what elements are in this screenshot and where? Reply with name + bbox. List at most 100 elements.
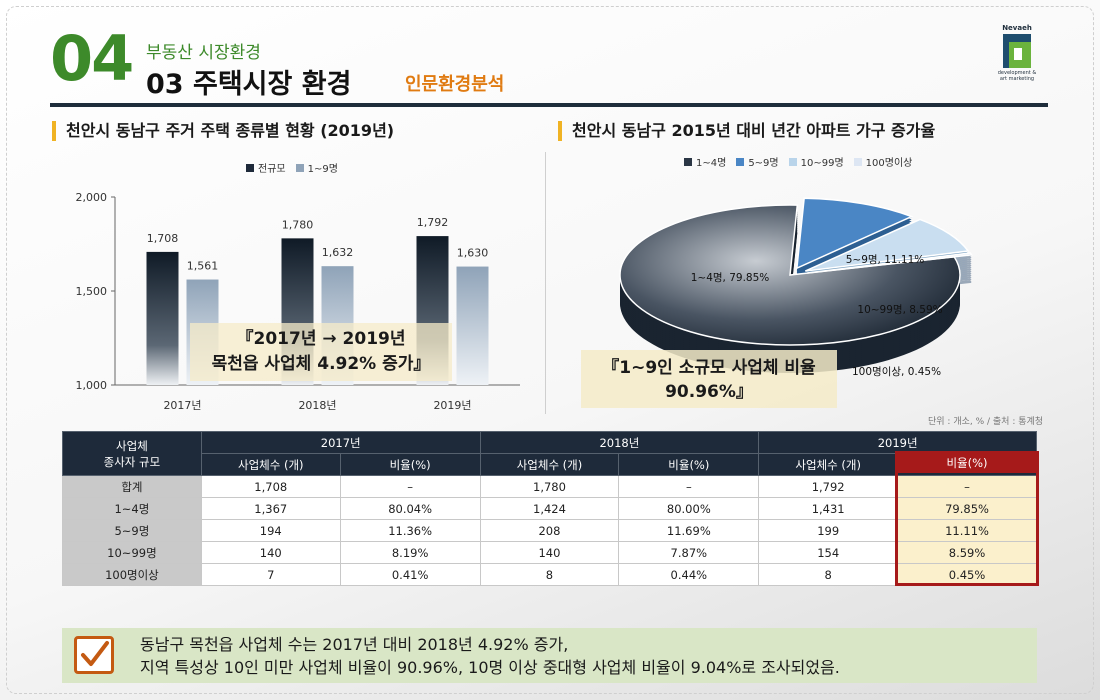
- legend-item-series-2: 1~9명: [295, 160, 338, 175]
- table-cell: 80.00%: [618, 497, 760, 520]
- table-cell: –: [339, 475, 481, 498]
- table-cell: 1,424: [479, 497, 620, 520]
- table-row: 10~99명 140 8.19% 140 7.87% 154 8.59%: [62, 541, 1037, 564]
- year-header-2018: 2018년: [479, 431, 760, 454]
- pie-legend-label-2: 5~9명: [748, 158, 779, 169]
- x-tick-label: 2017년: [163, 399, 201, 412]
- table-cell: 208: [479, 519, 620, 542]
- pie-slice-3: [804, 218, 970, 272]
- row-header: 합계: [62, 475, 202, 498]
- sub-header-ratio: 비율(%): [618, 453, 760, 476]
- checkmark-icon: [74, 636, 114, 674]
- pie-legend-item-3: 10~99명: [788, 154, 844, 169]
- table-row: 100명이상 7 0.41% 8 0.44% 8 0.45%: [62, 563, 1037, 586]
- pie-slice-1: [619, 204, 961, 346]
- table-corner-header: 사업체 종사자 규모: [62, 431, 202, 476]
- row-header: 5~9명: [62, 519, 202, 542]
- table-cell: 140: [200, 541, 341, 564]
- logo-name: Nevaeh: [1002, 24, 1032, 32]
- table-cell: 199: [758, 519, 899, 542]
- bar-small-3: [456, 266, 489, 385]
- summary-text: 동남구 목천읍 사업체 수는 2017년 대비 2018년 4.92% 증가, …: [140, 633, 840, 679]
- year-header-2017: 2017년: [200, 431, 481, 454]
- pie-chart: 1~4명, 79.85% 5~9명, 11.11% 10~99명, 8.59% 100…: [619, 197, 973, 378]
- table-row: 5~9명 194 11.36% 208 11.69% 199 11.11%: [62, 519, 1037, 542]
- pie-label-2: 5~9명, 11.11%: [846, 254, 925, 266]
- row-header: 100명이상: [62, 563, 202, 586]
- table-cell: 0.44%: [618, 563, 760, 586]
- bar-total-1: [146, 251, 179, 385]
- pie-slice-2: [795, 197, 914, 270]
- table-cell: 1,431: [758, 497, 899, 520]
- bar-value-label: 1,632: [322, 246, 354, 259]
- section-tag: 인문환경분석: [405, 74, 505, 95]
- highlight-header: 비율(%): [897, 453, 1037, 473]
- pie-legend-label-3: 10~99명: [800, 158, 844, 169]
- logo-tagline-2: art marketing: [999, 76, 1035, 82]
- legend-item-series-1: 전규모: [246, 160, 286, 175]
- pie-legend-swatch-2: [736, 157, 745, 166]
- source-note: 단위 : 개소, % / 출처 : 통계청: [928, 417, 1044, 427]
- table-cell-highlight: 8.59%: [897, 541, 1037, 564]
- summary-line-2: 지역 특성상 10인 미만 사업체 비율이 90.96%, 10명 이상 중대형…: [140, 658, 840, 677]
- left-callout-line-1: 『2017년 → 2019년: [236, 329, 406, 349]
- row-header: 1~4명: [62, 497, 202, 520]
- summary-line-1: 동남구 목천읍 사업체 수는 2017년 대비 2018년 4.92% 증가,: [140, 635, 569, 654]
- bar-value-label: 1,561: [187, 260, 219, 273]
- left-callout-line-2: 목천읍 사업체 4.92% 증가』: [211, 354, 431, 374]
- table-cell: –: [618, 475, 760, 498]
- page-title: 03 주택시장 환경: [146, 69, 352, 100]
- header-divider: [50, 103, 1048, 107]
- business-size-table: 사업체 종사자 규모 2017년 2018년 2019년 사업체수 (개) 비율…: [62, 431, 1037, 586]
- table-row: 합계 1,708–1,780–1,792–: [62, 475, 1037, 498]
- y-tick-label: 1,500: [76, 285, 108, 298]
- table-cell: 80.04%: [339, 497, 481, 520]
- bar-value-label: 1,792: [417, 216, 449, 229]
- sub-header-count: 사업체수 (개): [758, 453, 899, 476]
- table-cell: 8.19%: [339, 541, 481, 564]
- table-cell: 154: [758, 541, 899, 564]
- table-row: 1~4명 1,367 80.04% 1,424 80.00% 1,431 79.85%: [62, 497, 1037, 520]
- table-cell: 140: [479, 541, 620, 564]
- right-callout-line-2: 90.96%』: [665, 382, 753, 402]
- section-subtitle: 부동산 시장환경: [146, 43, 261, 63]
- y-tick-label: 1,000: [76, 379, 108, 392]
- table-cell: 1,708: [200, 475, 341, 498]
- sub-header-count: 사업체수 (개): [479, 453, 620, 476]
- pie-label-1: 1~4명, 79.85%: [691, 272, 770, 284]
- pie-chart-legend: 1~4명 5~9명 10~99명 100명이상: [684, 154, 912, 169]
- table-cell: 8: [479, 563, 620, 586]
- sub-header-ratio: 비율(%): [339, 453, 481, 476]
- left-callout: 『2017년 → 2019년 목천읍 사업체 4.92% 증가』: [190, 323, 452, 381]
- summary-box: 동남구 목천읍 사업체 수는 2017년 대비 2018년 4.92% 증가, …: [62, 628, 1037, 683]
- bar-value-label: 1,630: [457, 247, 489, 260]
- pie-legend-swatch-1: [684, 157, 692, 166]
- pie-legend-label-1: 1~4명: [696, 158, 727, 169]
- table-cell: 7.87%: [618, 541, 760, 564]
- left-panel-title: 천안시 동남구 주거 주택 종류별 현황 (2019년): [52, 121, 394, 141]
- company-logo: Nevaeh development & art marketing: [980, 24, 1054, 94]
- table-cell: 0.41%: [339, 563, 481, 586]
- pie-legend-item-1: 1~4명: [684, 154, 726, 169]
- pie-legend-item-4: 100명이상: [853, 154, 912, 169]
- logo-mark-icon: [1003, 34, 1031, 68]
- y-tick-label: 2,000: [76, 191, 108, 204]
- sub-header-count: 사업체수 (개): [200, 453, 341, 476]
- x-tick-label: 2018년: [298, 399, 336, 412]
- legend-swatch-series-2: [295, 163, 304, 172]
- pie-label-4: 100명이상, 0.45%: [852, 366, 941, 378]
- table-cell: 1,780: [479, 475, 620, 498]
- right-panel-title: 천안시 동남구 2015년 대비 년간 아파트 가구 증가율: [558, 121, 935, 141]
- corner-label-1: 사업체: [116, 438, 148, 453]
- table-cell: 1,367: [200, 497, 341, 520]
- right-callout-line-1: 『1~9인 소규모 사업체 비율: [602, 358, 816, 378]
- bar-value-label: 1,708: [147, 232, 179, 245]
- x-tick-label: 2019년: [433, 399, 471, 412]
- table-cell-highlight: 0.45%: [897, 563, 1037, 586]
- table-cell: 194: [200, 519, 341, 542]
- right-callout: 『1~9인 소규모 사업체 비율 90.96%』: [581, 350, 837, 408]
- table-cell-highlight: 79.85%: [897, 497, 1037, 520]
- pie-legend-item-2: 5~9명: [736, 154, 779, 169]
- bar-chart-legend: 전규모 1~9명: [246, 160, 338, 175]
- panel-divider: [545, 152, 546, 414]
